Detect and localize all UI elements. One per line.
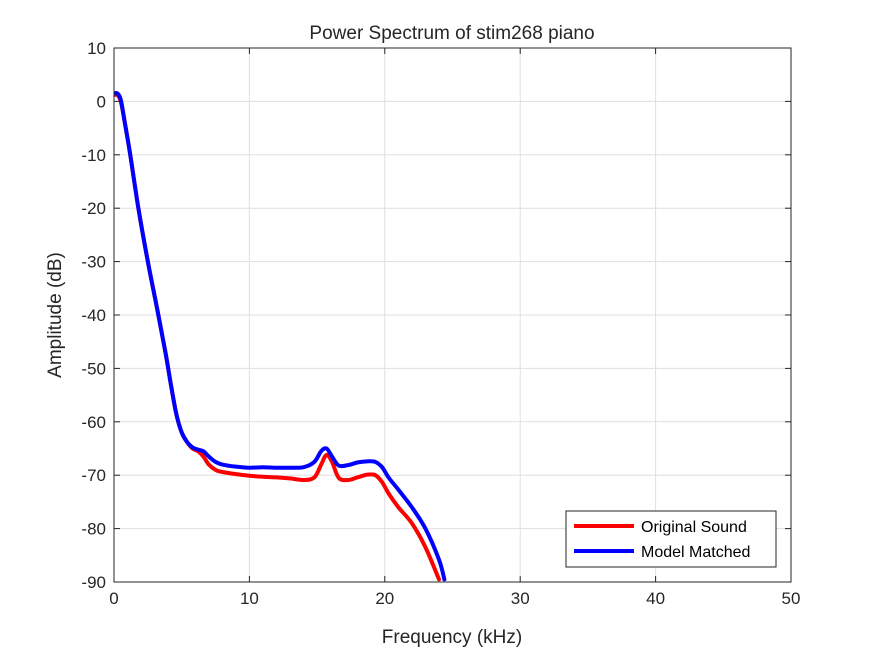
- legend: Original Sound Model Matched: [565, 510, 777, 568]
- y-axis-title: Amplitude (dB): [45, 252, 66, 378]
- legend-label-model: Model Matched: [641, 544, 750, 561]
- series-line-model-matched: [114, 90, 447, 582]
- x-tick-label: 40: [646, 589, 665, 608]
- y-tick-label: 0: [97, 92, 106, 111]
- y-tick-label: -50: [81, 359, 106, 378]
- y-tick-label: 10: [87, 39, 106, 58]
- x-tick-label: 50: [782, 589, 801, 608]
- y-tick-label: -20: [81, 199, 106, 218]
- ticks: 0 10 20 30 40 50 -90 -80 -70 -60 -50 -40 -30 -20 -10 0 1…: [81, 39, 800, 608]
- legend-box: [565, 510, 777, 568]
- series-layer: [114, 90, 447, 582]
- x-tick-label: 20: [375, 589, 394, 608]
- y-tick-label: -70: [81, 466, 106, 485]
- y-tick-label: -80: [81, 520, 106, 539]
- x-tick-label: 0: [109, 589, 118, 608]
- x-tick-label: 30: [511, 589, 530, 608]
- y-tick-label: -40: [81, 306, 106, 325]
- y-tick-label: -90: [81, 573, 106, 592]
- y-tick-label: -10: [81, 146, 106, 165]
- chart-title: Power Spectrum of stim268 piano: [309, 23, 594, 44]
- legend-label-original: Original Sound: [641, 519, 747, 536]
- y-tick-label: -30: [81, 253, 106, 272]
- x-tick-label: 10: [240, 589, 259, 608]
- x-axis-title: Frequency (kHz): [382, 627, 522, 648]
- y-tick-label: -60: [81, 413, 106, 432]
